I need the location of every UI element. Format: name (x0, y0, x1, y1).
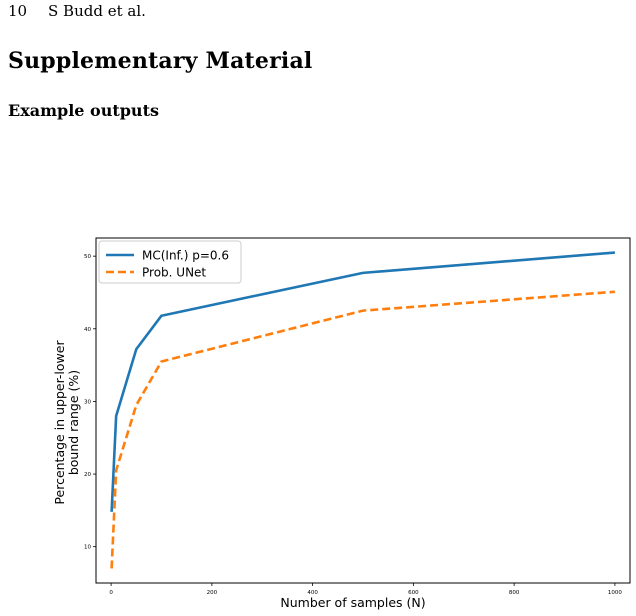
x-tick-label: 0 (109, 590, 113, 596)
legend-label-1: MC(Inf.) p=0.6 (142, 249, 229, 263)
x-tick-label: 1000 (608, 590, 622, 596)
y-axis-label-line: Percentage in upper-lower (52, 340, 67, 505)
y-tick-label: 10 (84, 545, 91, 551)
page-number: 10 (8, 2, 28, 20)
series-line-2 (110, 290, 615, 569)
y-tick-label: 20 (84, 472, 91, 478)
plot-frame (95, 237, 631, 584)
y-tick-label: 40 (84, 327, 91, 333)
legend-label-2: Prob. UNet (142, 266, 206, 280)
section-title: Supplementary Material (8, 48, 313, 74)
x-tick-label: 800 (509, 590, 520, 596)
y-tick-label: 50 (84, 254, 91, 260)
x-tick-label: 600 (408, 590, 419, 596)
author-header: S Budd et al. (48, 2, 146, 20)
y-axis-label: Percentage in upper-lowerbound range (%) (52, 340, 81, 505)
y-axis-label-line: bound range (%) (66, 370, 81, 475)
subsection-title: Example outputs (8, 101, 159, 120)
y-tick-label: 30 (84, 399, 91, 405)
legend-box (98, 240, 242, 284)
series-line-1 (110, 251, 615, 512)
x-tick-label: 400 (307, 590, 318, 596)
running-header: 10 S Budd et al. (8, 2, 146, 20)
x-axis-label: Number of samples (N) (280, 595, 425, 610)
x-tick-label: 200 (207, 590, 218, 596)
